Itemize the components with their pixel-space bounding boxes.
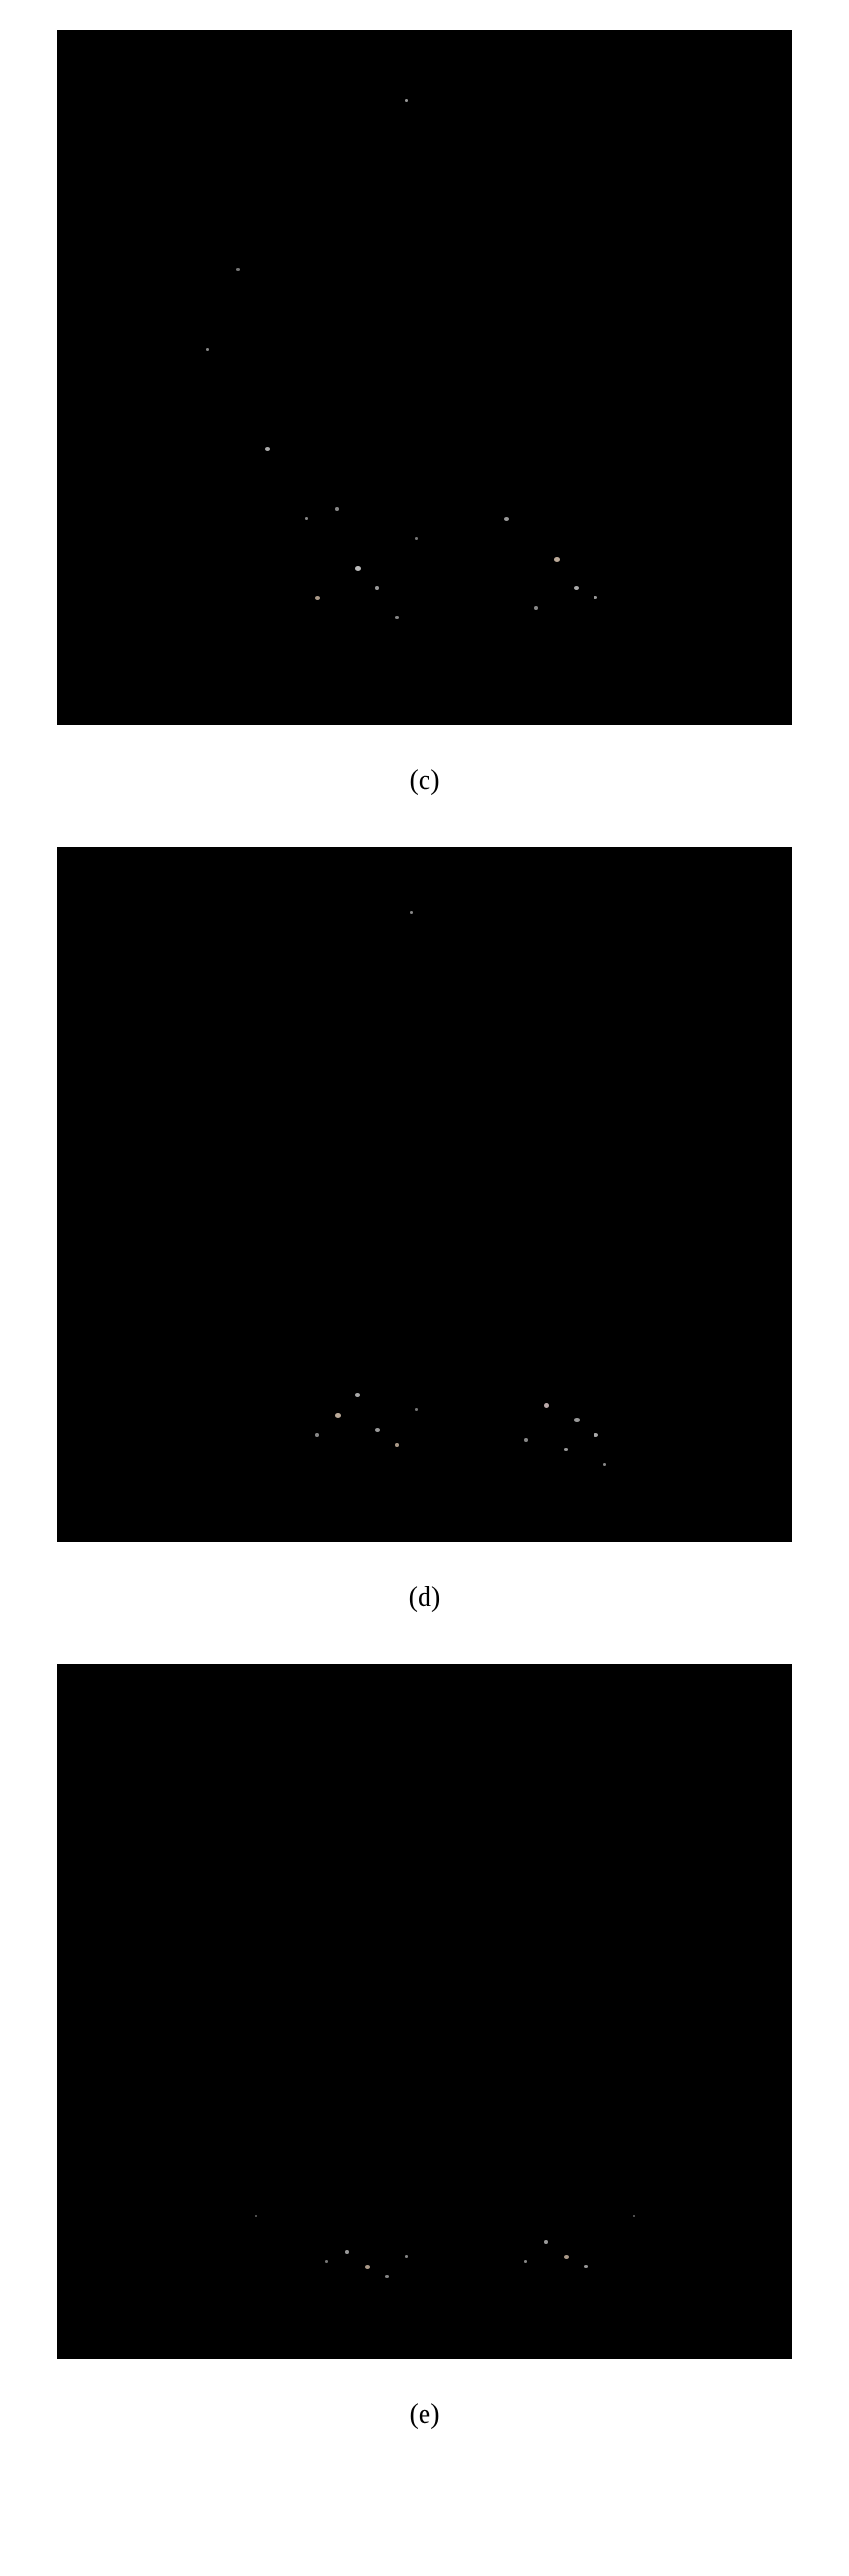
sparse-pixel — [405, 2255, 408, 2258]
sparse-pixel — [524, 2260, 527, 2263]
sparse-pixel — [584, 2265, 588, 2268]
panel-image — [57, 30, 792, 725]
sparse-pixel — [375, 586, 379, 590]
sparse-pixel — [415, 537, 418, 540]
sparse-pixel — [633, 2215, 635, 2217]
panel-label: (d) — [409, 1582, 441, 1614]
sparse-pixel — [554, 557, 560, 562]
sparse-pixel — [206, 348, 209, 351]
sparse-pixel — [335, 1413, 341, 1418]
sparse-pixel — [365, 2265, 370, 2269]
sparse-pixel — [385, 2275, 389, 2278]
sparse-pixel — [524, 1438, 528, 1442]
sparse-pixel — [325, 2260, 328, 2263]
sparse-pixel — [504, 517, 509, 521]
figure-panel-c: (c) — [57, 30, 792, 797]
sparse-pixel — [345, 2250, 349, 2254]
sparse-pixel — [534, 606, 538, 610]
sparse-pixel — [594, 1433, 598, 1437]
sparse-pixel — [574, 586, 579, 590]
sparse-pixel — [305, 517, 308, 520]
sparse-pixel — [265, 447, 270, 451]
sparse-pixel — [315, 1433, 319, 1437]
sparse-pixel — [410, 911, 413, 914]
sparse-pixel — [405, 99, 408, 102]
sparse-pixel — [544, 1403, 549, 1408]
sparse-pixel — [395, 1443, 399, 1447]
figure-panels-container: (c) (d) (e) — [57, 30, 792, 2481]
figure-panel-e: (e) — [57, 1664, 792, 2431]
sparse-pixel — [355, 1393, 360, 1397]
panel-image — [57, 847, 792, 1542]
sparse-pixel — [544, 2240, 548, 2244]
sparse-pixel — [603, 1463, 606, 1466]
panel-image — [57, 1664, 792, 2359]
sparse-pixel — [564, 1448, 568, 1451]
sparse-pixel — [335, 507, 339, 511]
panel-label: (c) — [409, 765, 439, 797]
sparse-pixel — [375, 1428, 380, 1432]
sparse-pixel — [395, 616, 399, 619]
sparse-pixel — [574, 1418, 580, 1422]
figure-panel-d: (d) — [57, 847, 792, 1614]
sparse-pixel — [594, 596, 597, 599]
sparse-pixel — [355, 566, 361, 571]
sparse-pixel — [315, 596, 320, 600]
sparse-pixel — [236, 268, 240, 271]
panel-label: (e) — [409, 2399, 439, 2431]
sparse-pixel — [255, 2215, 257, 2217]
sparse-pixel — [415, 1408, 418, 1411]
sparse-pixel — [564, 2255, 569, 2259]
